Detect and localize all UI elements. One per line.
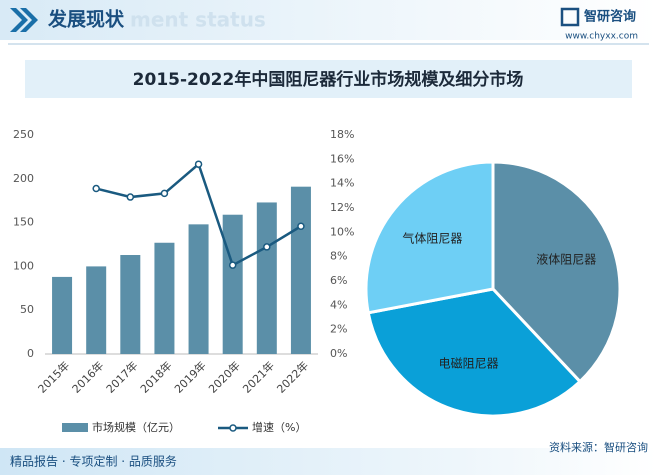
y-tick-label: 0 — [27, 347, 34, 360]
x-tick-label: 2016年 — [69, 358, 106, 395]
y2-tick-label: 18% — [330, 128, 354, 141]
bar — [52, 276, 73, 354]
legend-swatch — [62, 423, 88, 432]
line-point — [92, 184, 100, 193]
slice-label: 电磁阻尼器 — [439, 355, 499, 370]
line-point — [263, 243, 271, 251]
y2-tick-label: 10% — [330, 225, 354, 238]
bar — [188, 224, 209, 354]
line-point — [126, 193, 135, 201]
bar — [86, 266, 107, 354]
line-point — [297, 222, 305, 230]
y2-tick-label: 0% — [330, 347, 347, 360]
bar — [154, 242, 175, 354]
footer-left: 精品报告 · 专项定制 · 品质服务 — [10, 454, 177, 469]
brand-url: www.chyxx.com — [565, 32, 638, 42]
header-title: 发展现状 — [47, 8, 125, 31]
x-tick-label: 2018年 — [137, 358, 174, 395]
line-point — [160, 189, 169, 198]
y2-tick-label: 4% — [330, 298, 347, 311]
bar — [290, 186, 311, 354]
footer-band — [0, 448, 657, 475]
slice-label: 气体阻尼器 — [402, 230, 462, 245]
x-tick-label: 2022年 — [274, 358, 311, 395]
pie-slice — [491, 160, 622, 384]
bar — [256, 202, 277, 354]
bar — [222, 214, 243, 354]
pie-slice — [364, 160, 495, 315]
y-tick-label: 200 — [13, 172, 34, 185]
chart-title: 2015-2022年中国阻尼器行业市场规模及细分市场 — [133, 69, 524, 90]
header-icon — [10, 8, 38, 32]
y2-tick-label: 16% — [330, 152, 354, 165]
x-tick-label: 2021年 — [240, 358, 277, 395]
x-tick-label: 2019年 — [171, 358, 208, 395]
bar — [120, 255, 141, 354]
y2-tick-label: 2% — [330, 323, 347, 336]
footer-right: 资料来源：智研咨询 — [549, 440, 648, 454]
y-tick-label: 150 — [13, 216, 34, 229]
slice-label: 液体阻尼器 — [536, 252, 596, 267]
title-band — [25, 60, 632, 98]
y2-tick-label: 12% — [330, 201, 354, 214]
legend-swatch — [229, 424, 237, 432]
brand: 智研咨询 — [584, 9, 636, 25]
y-tick-label: 250 — [13, 128, 34, 141]
line-point — [228, 261, 237, 269]
brand-logo — [560, 7, 580, 27]
y2-tick-label: 14% — [330, 177, 354, 190]
y2-tick-label: 6% — [330, 274, 347, 287]
header-band — [0, 0, 657, 40]
y-tick-label: 50 — [20, 303, 34, 316]
x-tick-label: 2020年 — [205, 358, 242, 395]
legend-label: 增速（%） — [252, 420, 306, 434]
line-point — [194, 160, 203, 168]
header-watermark: ment status — [130, 8, 266, 32]
x-tick-label: 2015年 — [35, 358, 72, 395]
legend-label: 市场规模（亿元） — [92, 420, 180, 434]
pie-slice — [366, 287, 583, 418]
y2-tick-label: 8% — [330, 250, 347, 263]
x-tick-label: 2017年 — [103, 358, 140, 395]
y-tick-label: 100 — [13, 259, 34, 272]
